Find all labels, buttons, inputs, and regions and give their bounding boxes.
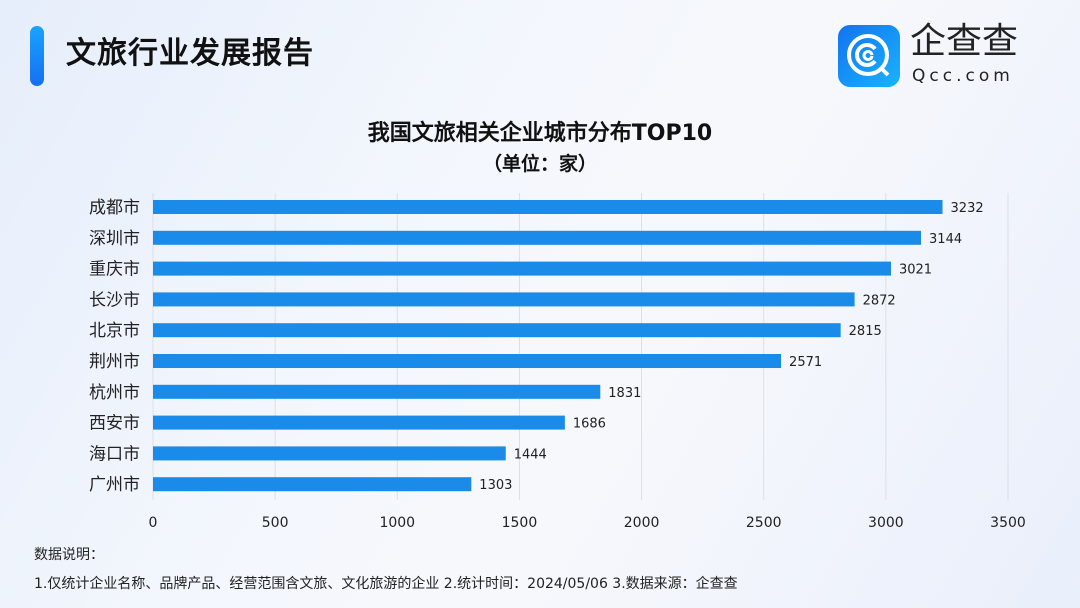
x-tick-label: 2500 — [746, 515, 782, 531]
data-label: 2872 — [863, 293, 896, 308]
bar — [153, 261, 891, 276]
x-tick-label: 2000 — [624, 515, 660, 531]
chart-subtitle: （单位：家） — [482, 153, 597, 175]
notes-text: 1.仅统计企业名称、品牌产品、经营范围含文旅、文化旅游的企业 2.统计时间：20… — [34, 576, 738, 592]
data-label: 2571 — [789, 355, 822, 370]
x-tick-label: 3500 — [990, 515, 1026, 531]
data-label: 2815 — [849, 324, 882, 339]
y-tick-label: 杭州市 — [89, 383, 140, 403]
data-label: 1686 — [573, 417, 606, 432]
y-tick-label: 海口市 — [89, 444, 140, 464]
y-tick-label: 荆州市 — [89, 352, 140, 372]
data-label: 1444 — [514, 447, 547, 462]
bar — [153, 415, 565, 430]
data-label: 1831 — [608, 386, 641, 401]
y-tick-label: 成都市 — [89, 198, 140, 218]
y-tick-label: 长沙市 — [89, 290, 140, 310]
data-label: 1303 — [479, 478, 512, 493]
y-tick-label: 北京市 — [89, 321, 140, 341]
bar — [153, 323, 841, 338]
bar — [153, 200, 943, 214]
data-label: 3232 — [951, 201, 984, 216]
bar — [153, 446, 506, 461]
bar — [153, 354, 782, 368]
title-accent-bar — [30, 26, 44, 86]
bar — [153, 230, 922, 245]
x-tick-label: 1500 — [502, 515, 538, 531]
brand-domain: Qcc.com — [912, 66, 1014, 86]
x-tick-label: 3000 — [868, 515, 904, 531]
chart-title: 我国文旅相关企业城市分布TOP10 — [367, 121, 713, 146]
y-tick-label: 重庆市 — [89, 260, 140, 280]
notes-heading: 数据说明： — [34, 547, 104, 563]
bar — [153, 384, 601, 399]
page-title: 文旅行业发展报告 — [66, 36, 314, 71]
x-tick-label: 1000 — [379, 515, 415, 531]
bar — [153, 477, 472, 492]
y-tick-label: 深圳市 — [89, 229, 140, 249]
bar — [153, 292, 855, 307]
x-tick-label: 0 — [149, 515, 158, 531]
x-tick-label: 500 — [262, 515, 289, 531]
y-tick-label: 广州市 — [89, 475, 140, 495]
qcc-logo-icon — [838, 25, 900, 87]
brand-name: 企查查 — [910, 21, 1019, 62]
data-label: 3144 — [929, 232, 962, 247]
y-tick-label: 西安市 — [89, 414, 140, 434]
data-label: 3021 — [899, 263, 932, 278]
